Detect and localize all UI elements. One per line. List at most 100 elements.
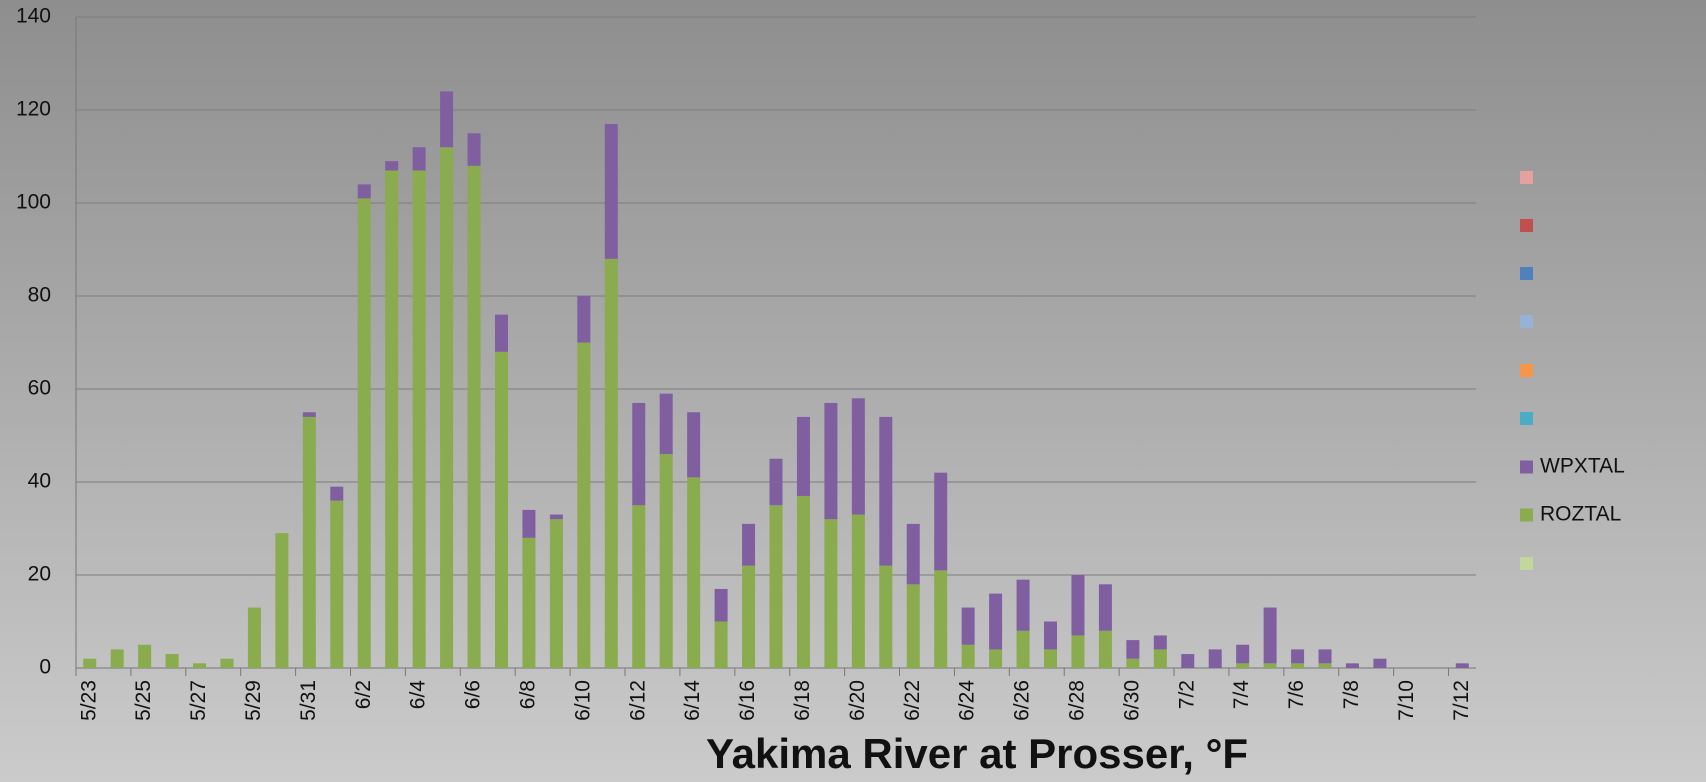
legend-label: ROZTAL: [1540, 503, 1621, 526]
bar-segment: [632, 402, 646, 506]
bar-segment: [687, 477, 701, 668]
bar-segment: [494, 351, 508, 668]
bar-segment: [1126, 658, 1140, 668]
x-tick-label: 5/23: [77, 680, 100, 721]
bar-segment: [1318, 663, 1332, 668]
bar-segment: [879, 565, 893, 668]
bar-segment: [385, 170, 399, 668]
bar-segment: [796, 416, 810, 496]
bar-segment: [742, 565, 756, 668]
x-tick-label: 7/8: [1340, 680, 1363, 709]
bar-segment: [1345, 663, 1359, 668]
bar-segment: [412, 147, 426, 171]
bar-segment: [659, 393, 673, 455]
y-tick-label: 80: [28, 284, 51, 307]
bar-segment: [138, 644, 152, 668]
bar-segment: [824, 519, 838, 668]
bar-segment: [165, 654, 179, 668]
x-tick-label: 6/24: [956, 680, 979, 721]
legend-swatch: [1520, 315, 1533, 328]
legend-swatch: [1520, 171, 1533, 184]
bar-segment: [302, 416, 316, 668]
bar-segment: [989, 593, 1003, 650]
bar-segment: [934, 472, 948, 571]
bar-segment: [796, 495, 810, 668]
legend-swatch: [1520, 267, 1533, 280]
bar-segment: [879, 416, 893, 566]
bar-segment: [851, 398, 865, 515]
bar-segment: [440, 91, 454, 148]
bar-segment: [467, 133, 481, 166]
x-tick-label: 6/16: [736, 680, 759, 721]
y-tick-label: 20: [28, 563, 51, 586]
x-tick-label: 7/6: [1285, 680, 1308, 709]
x-tick-label: 6/14: [681, 680, 704, 721]
bar-segment: [440, 147, 454, 668]
bar-segment: [1044, 621, 1058, 650]
bar-segment: [1071, 635, 1085, 668]
bar-segment: [1016, 579, 1030, 631]
bar-segment: [1263, 607, 1277, 664]
x-tick-label: 5/31: [297, 680, 320, 721]
bar-segment: [604, 123, 618, 259]
bar-segment: [247, 607, 261, 668]
bar-segment: [1208, 649, 1222, 668]
bar-segment: [1263, 663, 1277, 668]
bar-segment: [934, 570, 948, 668]
bar-segment: [1071, 575, 1085, 636]
bar-segment: [989, 649, 1003, 668]
bar-segment: [357, 198, 371, 668]
bar-segment: [549, 519, 563, 668]
bar-segment: [1044, 649, 1058, 668]
legend-swatch: [1520, 508, 1533, 522]
bar-segment: [1373, 658, 1387, 668]
y-tick-label: 0: [39, 656, 51, 679]
bar-segment: [1098, 584, 1112, 631]
y-tick-label: 140: [16, 5, 51, 28]
bar-segment: [522, 509, 536, 538]
bar-segment: [1291, 649, 1305, 664]
y-tick-label: 40: [28, 470, 51, 493]
bar-segment: [659, 454, 673, 668]
legend-swatch: [1520, 412, 1533, 425]
bar-segment: [1098, 630, 1112, 668]
bar-segment: [632, 505, 646, 668]
legend-label: WPXTAL: [1540, 455, 1625, 478]
x-tick-label: 6/28: [1066, 680, 1089, 721]
legend-swatches: [1520, 171, 1533, 570]
bar-segment: [769, 505, 783, 668]
legend-swatch: [1520, 219, 1533, 232]
bar-segment: [385, 161, 399, 171]
bar-segment: [357, 184, 371, 199]
bar-segment: [1236, 663, 1250, 668]
bar-segment: [522, 537, 536, 668]
bar-segment: [577, 342, 591, 668]
x-tick-label: 6/4: [407, 680, 430, 710]
legend-swatch: [1520, 460, 1533, 474]
bar-segment: [577, 296, 591, 343]
bar-segment: [687, 412, 701, 478]
x-tick-label: 6/6: [462, 680, 485, 709]
x-tick-label: 6/26: [1011, 680, 1034, 721]
bar-segment: [193, 663, 207, 668]
y-tick-label: 60: [28, 377, 51, 400]
x-tick-label: 6/20: [846, 680, 869, 721]
bar-segment: [824, 402, 838, 520]
bar-segment: [604, 258, 618, 668]
bar-segment: [83, 658, 97, 668]
x-tick-label: 5/25: [132, 680, 155, 721]
bar-segment: [549, 514, 563, 520]
y-tick-label: 120: [16, 98, 51, 121]
bar-segment: [1153, 635, 1167, 650]
bar-segment: [302, 412, 316, 417]
bar-segment: [330, 486, 344, 501]
x-tick-label: 5/29: [242, 680, 265, 721]
bar-segment: [467, 165, 481, 669]
x-tick-label: 6/30: [1120, 680, 1143, 721]
bar-segment: [961, 644, 975, 668]
bar-segment: [1291, 663, 1305, 668]
bar-segment: [769, 458, 783, 506]
bar-segment: [1318, 649, 1332, 664]
x-tick-label: 7/10: [1395, 680, 1418, 721]
